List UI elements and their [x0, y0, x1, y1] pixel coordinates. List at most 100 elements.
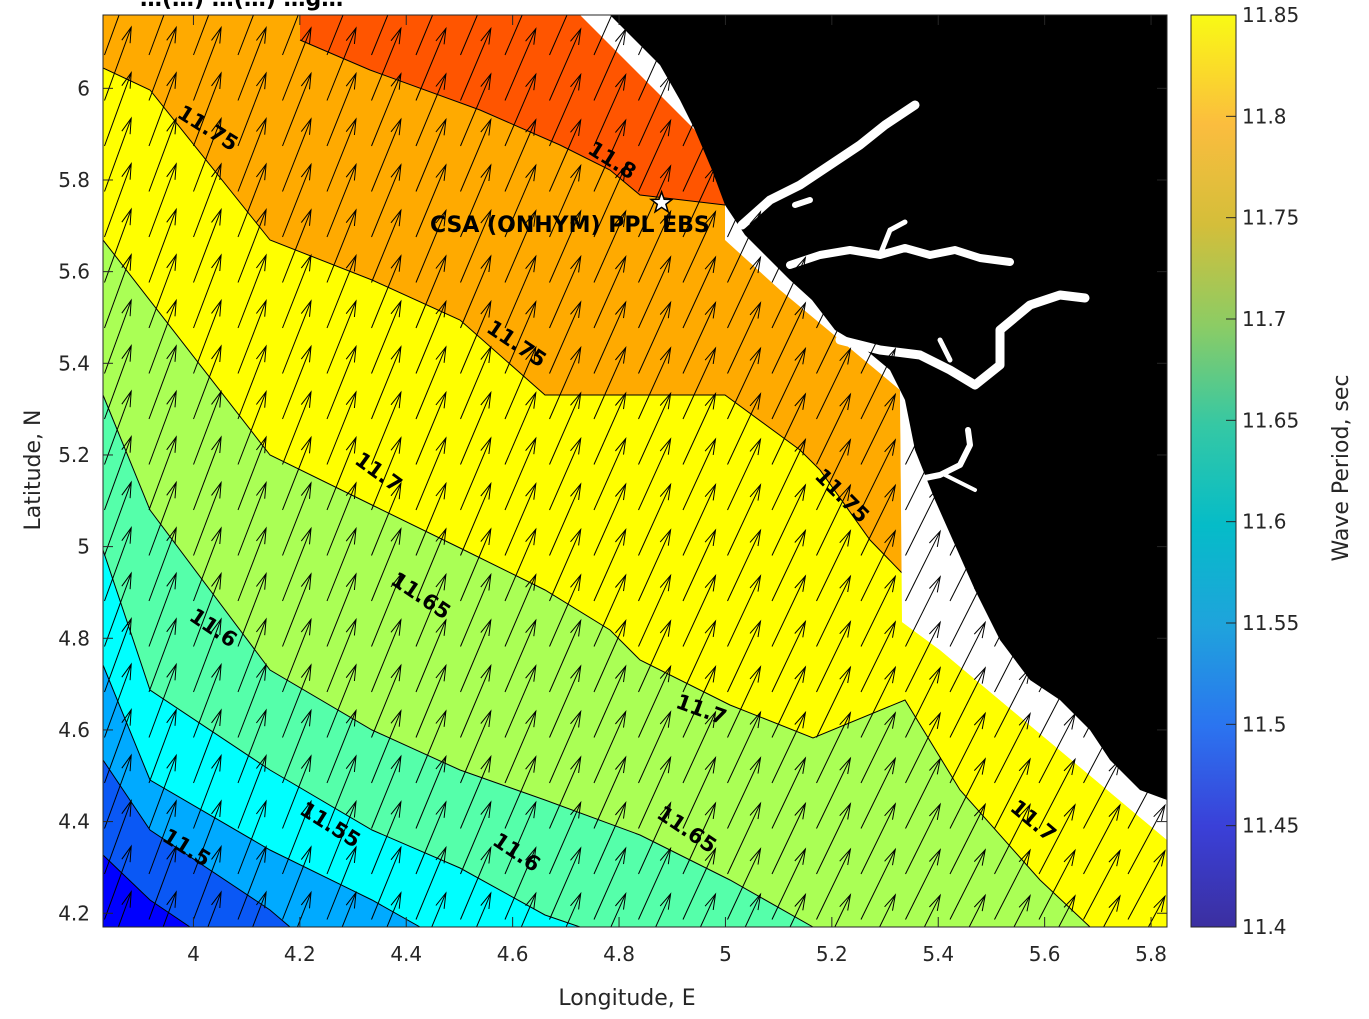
arrow-head [300, 481, 312, 499]
arrow-head [121, 343, 132, 362]
arrow-head [615, 846, 627, 865]
arrow-shaft [504, 802, 537, 875]
arrow-shaft [237, 482, 267, 556]
arrow-shaft [104, 846, 132, 920]
arrow-head [884, 893, 897, 911]
arrow-shaft [237, 846, 267, 920]
arrow-shaft [415, 483, 447, 556]
arrow-head [211, 435, 222, 454]
arrow-shaft [148, 482, 177, 556]
arrow-shaft [727, 484, 761, 556]
arrow-head [480, 436, 492, 455]
arrow-head [345, 890, 357, 909]
arrow-head [704, 846, 717, 865]
arrow-shaft [860, 849, 896, 920]
x-axis-ticks: 4 4.2 4.4 4.6 4.8 5 5.2 5.4 5.6 5.8 [187, 15, 1167, 966]
arrow-head [345, 754, 357, 773]
arrow-shaft [504, 256, 537, 329]
arrow-head [704, 710, 717, 728]
arrow-head [121, 207, 132, 226]
arrow-head [794, 756, 807, 774]
arrow-head [345, 208, 357, 227]
arrow-head [794, 619, 807, 638]
arrow-shaft [1038, 804, 1076, 875]
arrow-shaft [949, 667, 986, 738]
arrow-shaft [252, 892, 267, 927]
arrow-head [525, 755, 537, 773]
arrow-shaft [549, 574, 582, 647]
arrow-head [345, 617, 357, 636]
arrow-shaft [504, 210, 537, 283]
arrow-head [525, 573, 537, 591]
arrow-head [659, 619, 672, 637]
arrow-shaft [460, 346, 492, 420]
arrow-shaft [994, 713, 1031, 784]
arrow-shaft [162, 891, 177, 927]
arrow-shaft [593, 393, 627, 465]
arrow-shaft [460, 28, 492, 101]
arrow-head [77, 482, 86, 498]
y-tick-label: 6 [77, 76, 90, 100]
arrow-shaft [994, 576, 1031, 647]
arrow-shaft [148, 755, 177, 829]
arrow-head [659, 801, 672, 819]
arrow-shaft [460, 847, 492, 920]
arrow-shaft [371, 437, 402, 511]
arrow-shaft [994, 622, 1031, 693]
arrow-shaft [1058, 895, 1076, 927]
arrow-head [615, 255, 627, 273]
arrow-shaft [237, 346, 267, 420]
arrow-shaft [104, 755, 132, 829]
arrow-shaft [638, 484, 672, 556]
arrow-shaft [371, 392, 402, 465]
arrow-head [704, 619, 717, 637]
arrow-shaft [475, 892, 492, 927]
arrow-shaft [520, 893, 537, 927]
arrow-head [704, 801, 717, 819]
arrow-head [390, 754, 402, 773]
arrow-shaft [549, 15, 568, 56]
arrow-head [794, 346, 807, 365]
arrow-head [749, 255, 762, 274]
band-11.8 [103, 15, 902, 573]
arrow-head [794, 255, 807, 274]
arrow-shaft [816, 303, 851, 374]
arrow-head [929, 393, 942, 411]
arrow-head [1153, 803, 1166, 822]
arrow-shaft [193, 118, 222, 192]
arrow-head [1153, 758, 1166, 776]
arrow-head [615, 482, 627, 501]
colorbar-tick-label: 11.65 [1242, 408, 1299, 432]
arrow-shaft [237, 755, 267, 829]
arrow-shaft [593, 757, 627, 829]
arrow-shaft [460, 437, 492, 511]
arrow-head [749, 892, 762, 911]
arrow-head [166, 344, 177, 362]
arrow-shaft [371, 801, 402, 875]
arrow-shaft [326, 300, 357, 374]
arrow-shaft [104, 573, 132, 647]
arrow-shaft [771, 848, 806, 920]
arrow-head [1108, 757, 1121, 776]
arrow-head [1153, 849, 1166, 867]
arrow-shaft [593, 438, 627, 511]
arrow-shaft [771, 666, 806, 738]
arrow-head [166, 617, 177, 635]
arrow-head [884, 711, 897, 729]
x-tick-label: 4 [187, 942, 200, 966]
arrow-shaft [326, 573, 357, 647]
arrow-shaft [593, 347, 627, 420]
arrow-shaft [282, 528, 312, 602]
arrow-shaft [638, 15, 658, 56]
arrow-shaft [638, 302, 672, 374]
arrow-shaft [326, 801, 357, 875]
arrow-shaft [593, 484, 627, 556]
arrow-head [1153, 894, 1166, 913]
arrow-shaft [1083, 713, 1121, 784]
arrow-head [704, 892, 717, 910]
arrow-shaft [504, 711, 537, 784]
arrow-head [1018, 711, 1031, 730]
arrow-shaft [504, 847, 537, 920]
arrow-shaft [148, 163, 177, 238]
arrow-head [929, 802, 942, 820]
